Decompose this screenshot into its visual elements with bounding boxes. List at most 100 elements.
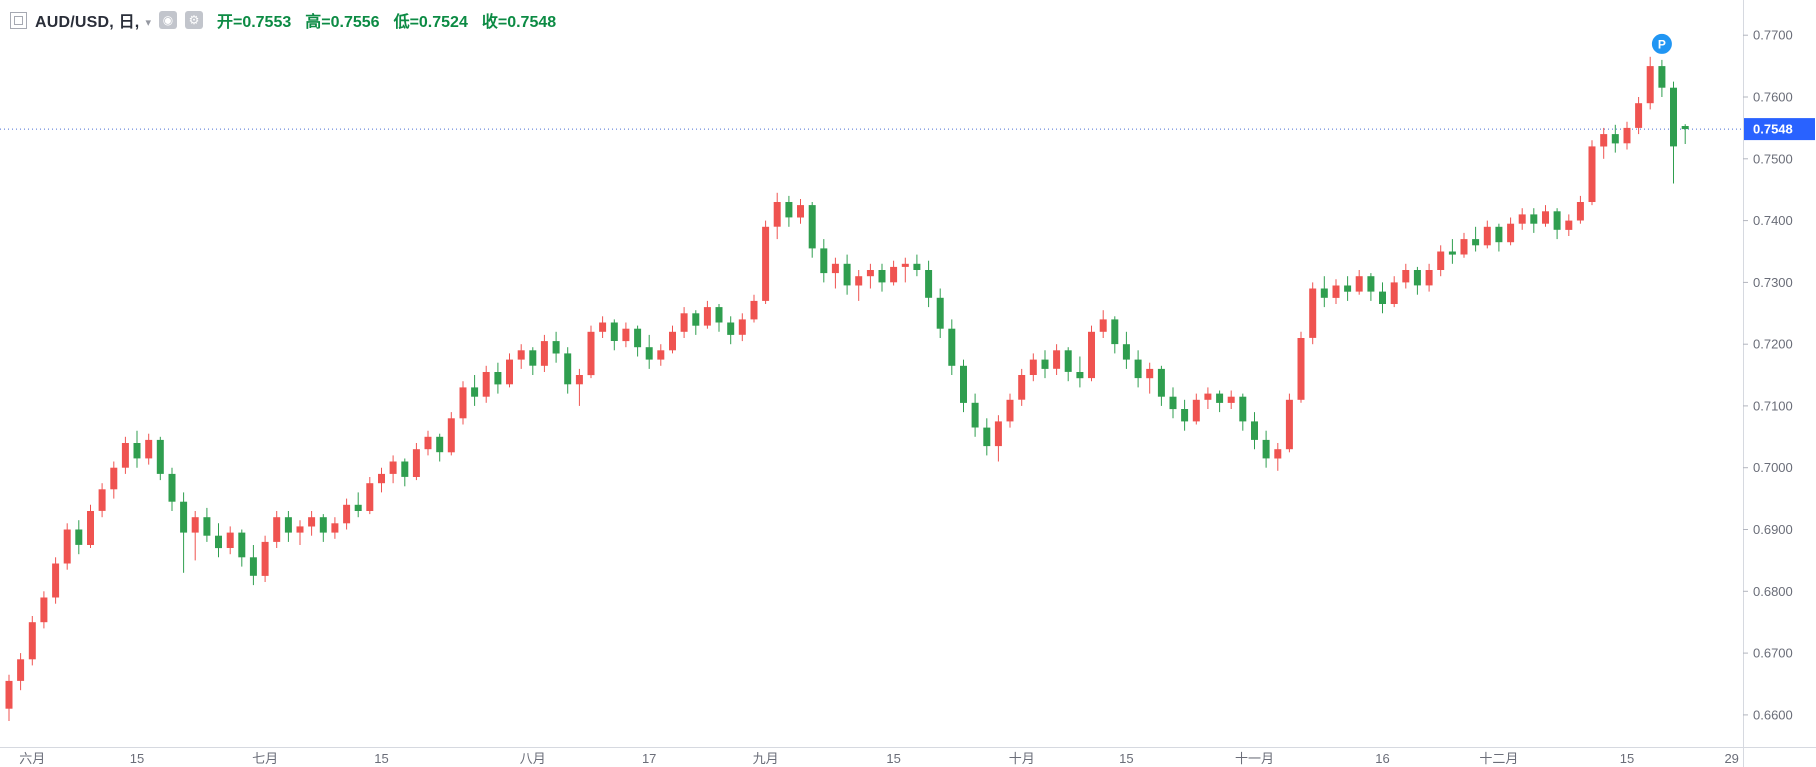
candle[interactable] bbox=[1437, 251, 1445, 271]
candle[interactable] bbox=[1053, 350, 1061, 369]
price-axis-tick-label[interactable]: 0.6700 bbox=[1753, 646, 1793, 661]
candle[interactable] bbox=[1309, 288, 1317, 338]
candle[interactable] bbox=[1413, 270, 1421, 286]
publication-marker-icon[interactable] bbox=[1649, 31, 1674, 56]
candle[interactable] bbox=[925, 270, 933, 298]
candle[interactable] bbox=[238, 532, 246, 558]
candle[interactable] bbox=[622, 328, 630, 342]
candle[interactable] bbox=[331, 523, 339, 533]
price-axis-tick-label[interactable]: 0.7500 bbox=[1753, 151, 1793, 166]
candle[interactable] bbox=[133, 443, 141, 459]
candle[interactable] bbox=[482, 372, 490, 397]
candle[interactable] bbox=[1169, 396, 1177, 410]
candle[interactable] bbox=[1460, 239, 1468, 255]
candle[interactable] bbox=[447, 418, 455, 453]
candle[interactable] bbox=[1239, 396, 1247, 422]
candle[interactable] bbox=[983, 427, 991, 447]
candle[interactable] bbox=[1216, 393, 1224, 403]
candle[interactable] bbox=[40, 597, 48, 623]
candle[interactable] bbox=[1076, 372, 1084, 379]
candle[interactable] bbox=[506, 359, 513, 385]
candle[interactable] bbox=[494, 372, 502, 385]
candle[interactable] bbox=[1157, 368, 1165, 397]
candle[interactable] bbox=[634, 328, 642, 348]
symbol-title[interactable]: AUD/USD, 日, bbox=[35, 14, 140, 31]
candle[interactable] bbox=[98, 489, 106, 511]
candle[interactable] bbox=[564, 353, 572, 385]
candle[interactable] bbox=[517, 350, 525, 360]
candle[interactable] bbox=[17, 659, 25, 681]
candle[interactable] bbox=[378, 473, 385, 484]
candle[interactable] bbox=[1006, 399, 1014, 422]
time-axis-tick-label[interactable]: 十月 bbox=[1009, 751, 1035, 766]
time-axis-tick-label[interactable]: 九月 bbox=[753, 751, 779, 766]
candle[interactable] bbox=[156, 439, 164, 474]
candle[interactable] bbox=[831, 263, 839, 274]
time-axis-tick-label[interactable]: 15 bbox=[1119, 751, 1133, 766]
candle[interactable] bbox=[401, 461, 409, 477]
candle[interactable] bbox=[1379, 291, 1386, 304]
candle[interactable] bbox=[1018, 375, 1026, 400]
candle[interactable] bbox=[994, 421, 1002, 447]
time-axis-tick-label[interactable]: 八月 bbox=[520, 751, 546, 766]
candle[interactable] bbox=[1448, 251, 1456, 255]
candle[interactable] bbox=[308, 517, 316, 527]
candle[interactable] bbox=[808, 205, 816, 249]
candle[interactable] bbox=[424, 436, 432, 450]
candle[interactable] bbox=[1402, 270, 1410, 283]
candle[interactable] bbox=[5, 680, 13, 709]
time-axis-tick-label[interactable]: 十二月 bbox=[1479, 751, 1518, 766]
time-axis-tick-label[interactable]: 17 bbox=[642, 751, 656, 766]
candle[interactable] bbox=[1472, 239, 1480, 246]
candle[interactable] bbox=[913, 263, 921, 270]
candle[interactable] bbox=[1262, 439, 1270, 459]
candle[interactable] bbox=[680, 313, 688, 332]
candle[interactable] bbox=[180, 501, 188, 533]
candle[interactable] bbox=[121, 443, 129, 468]
candle[interactable] bbox=[284, 517, 292, 533]
candle[interactable] bbox=[226, 532, 234, 548]
candle[interactable] bbox=[529, 350, 537, 366]
candle[interactable] bbox=[1099, 319, 1107, 332]
candle[interactable] bbox=[1681, 126, 1689, 130]
dropdown-caret-icon[interactable]: ▾ bbox=[145, 16, 151, 29]
candle[interactable] bbox=[785, 202, 793, 218]
candle[interactable] bbox=[1041, 359, 1049, 369]
candle[interactable] bbox=[389, 461, 397, 474]
candle[interactable] bbox=[878, 270, 886, 283]
candle[interactable] bbox=[1064, 350, 1072, 372]
candle[interactable] bbox=[1658, 66, 1666, 88]
candle[interactable] bbox=[63, 529, 71, 564]
time-axis-tick-label[interactable]: 15 bbox=[886, 751, 900, 766]
candle[interactable] bbox=[936, 297, 944, 329]
time-axis-tick-label[interactable]: 15 bbox=[374, 751, 388, 766]
candle[interactable] bbox=[52, 563, 60, 598]
candle[interactable] bbox=[1600, 134, 1608, 147]
candle[interactable] bbox=[540, 341, 548, 366]
candle[interactable] bbox=[1530, 214, 1538, 224]
candle[interactable] bbox=[203, 517, 211, 536]
candle[interactable] bbox=[1332, 285, 1340, 298]
candle[interactable] bbox=[296, 526, 304, 533]
candle[interactable] bbox=[843, 263, 851, 286]
candle[interactable] bbox=[738, 319, 746, 335]
candle[interactable] bbox=[820, 248, 828, 274]
candle[interactable] bbox=[599, 322, 607, 332]
candle[interactable] bbox=[552, 341, 560, 354]
candle[interactable] bbox=[273, 517, 281, 542]
candle[interactable] bbox=[436, 436, 444, 453]
candle[interactable] bbox=[75, 529, 83, 545]
candle[interactable] bbox=[471, 387, 479, 397]
candle[interactable] bbox=[1367, 276, 1375, 292]
price-axis-tick-label[interactable]: 0.6800 bbox=[1753, 584, 1793, 599]
price-axis-tick-label[interactable]: 0.7400 bbox=[1753, 213, 1793, 228]
candle[interactable] bbox=[1285, 399, 1293, 450]
candle[interactable] bbox=[727, 322, 735, 335]
candle[interactable] bbox=[1192, 399, 1200, 422]
candle[interactable] bbox=[1355, 276, 1363, 292]
candle[interactable] bbox=[1251, 421, 1258, 440]
time-axis-tick-label[interactable]: 六月 bbox=[19, 751, 45, 766]
candle[interactable] bbox=[575, 375, 583, 385]
candle[interactable] bbox=[669, 331, 676, 351]
candle[interactable] bbox=[1274, 449, 1282, 459]
